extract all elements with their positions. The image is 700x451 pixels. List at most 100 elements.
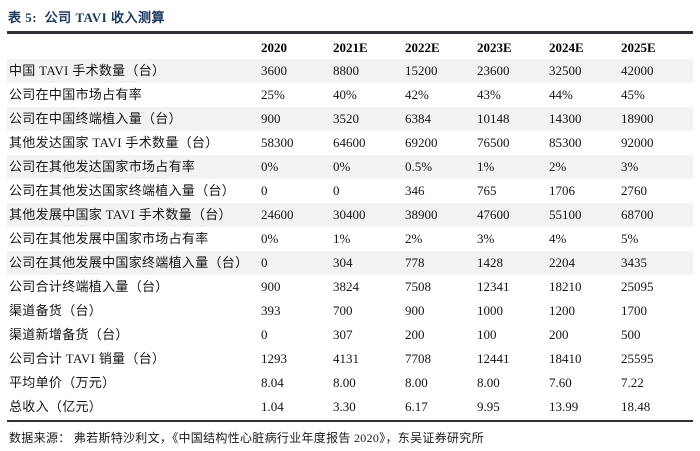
value-cell: 6.17 — [405, 399, 428, 414]
value-cell: 8.04 — [261, 375, 284, 390]
value-cell: 0 — [261, 255, 268, 270]
value-cell: 8800 — [333, 63, 359, 78]
header-year-cell: 2024E — [549, 40, 584, 55]
value-cell: 14300 — [549, 111, 582, 126]
value-cell: 3.30 — [333, 399, 356, 414]
value-cell: 200 — [549, 327, 569, 342]
header-year-cell: 2020 — [261, 40, 287, 55]
value-cell: 6384 — [405, 111, 431, 126]
row-label: 公司在其他发展中国家终端植入量（台） — [9, 255, 249, 270]
value-cell: 25% — [261, 87, 285, 102]
value-cell: 24600 — [261, 207, 294, 222]
row-label: 公司合计 TAVI 销量（台） — [9, 351, 166, 366]
table-row: 渠道新增备货（台） 0 307 200 100 200 500 — [7, 323, 693, 347]
value-cell: 7.60 — [549, 375, 572, 390]
table-row: 中国 TAVI 手术数量（台） 3600 8800 15200 23600 32500 42… — [7, 59, 693, 83]
value-cell: 2% — [549, 159, 567, 174]
table-row: 公司合计 TAVI 销量（台） 1293 4131 7708 12441 18410 255… — [7, 347, 693, 371]
value-cell: 346 — [405, 183, 425, 198]
value-cell: 64600 — [333, 135, 366, 150]
value-cell: 3435 — [621, 255, 647, 270]
table-row: 渠道备货（台） 393 700 900 1000 1200 1700 — [7, 299, 693, 323]
value-cell: 12341 — [477, 279, 510, 294]
value-cell: 8.00 — [333, 375, 356, 390]
value-cell: 18210 — [549, 279, 582, 294]
row-label: 其他发展中国家 TAVI 手术数量（台） — [9, 207, 232, 222]
table-row: 总收入（亿元） 1.04 3.30 6.17 9.95 13.99 18.48 — [7, 395, 693, 419]
value-cell: 1700 — [621, 303, 647, 318]
value-cell: 3824 — [333, 279, 359, 294]
tavi-revenue-table: 2020 2021E 2022E 2023E 2024E 2025E 中国 TAVI 手术… — [7, 36, 693, 419]
value-cell: 393 — [261, 303, 281, 318]
header-label-cell — [7, 36, 261, 59]
table-row: 公司在其他发展中国家终端植入量（台） 0 304 778 1428 2204 3435 — [7, 251, 693, 275]
value-cell: 500 — [621, 327, 641, 342]
value-cell: 43% — [477, 87, 501, 102]
value-cell: 4% — [549, 231, 567, 246]
value-cell: 23600 — [477, 63, 510, 78]
value-cell: 69200 — [405, 135, 438, 150]
value-cell: 15200 — [405, 63, 438, 78]
value-cell: 0% — [261, 231, 279, 246]
value-cell: 0 — [261, 183, 268, 198]
row-label: 渠道备货（台） — [9, 303, 103, 318]
source-note: 数据来源： 弗若斯特沙利文，《中国结构性心脏病行业年度报告 2020》，东吴证券… — [9, 431, 484, 445]
value-cell: 307 — [333, 327, 353, 342]
value-cell: 1% — [333, 231, 351, 246]
value-cell: 44% — [549, 87, 573, 102]
value-cell: 900 — [261, 111, 281, 126]
value-cell: 58300 — [261, 135, 294, 150]
value-cell: 3600 — [261, 63, 287, 78]
row-label: 公司在中国市场占有率 — [9, 87, 143, 102]
table-row: 公司在其他发展中国家市场占有率 0% 1% 2% 3% 4% 5% — [7, 227, 693, 251]
value-cell: 0 — [261, 327, 268, 342]
value-cell: 200 — [405, 327, 425, 342]
value-cell: 900 — [261, 279, 281, 294]
value-cell: 9.95 — [477, 399, 500, 414]
table-row: 平均单价（万元） 8.04 8.00 8.00 8.00 7.60 7.22 — [7, 371, 693, 395]
value-cell: 55100 — [549, 207, 582, 222]
row-label: 公司合计终端植入量（台） — [9, 279, 169, 294]
value-cell: 1200 — [549, 303, 575, 318]
value-cell: 7.22 — [621, 375, 644, 390]
value-cell: 304 — [333, 255, 353, 270]
value-cell: 2% — [405, 231, 423, 246]
row-label: 中国 TAVI 手术数量（台） — [9, 63, 166, 78]
table-row: 公司在其他发达国家终端植入量（台） 0 0 346 765 1706 2760 — [7, 179, 693, 203]
value-cell: 0% — [261, 159, 279, 174]
row-label: 公司在其他发展中国家市场占有率 — [9, 231, 209, 246]
table-row: 公司在其他发达国家市场占有率 0% 0% 0.5% 1% 2% 3% — [7, 155, 693, 179]
value-cell: 8.00 — [477, 375, 500, 390]
value-cell: 45% — [621, 87, 645, 102]
value-cell: 5% — [621, 231, 639, 246]
table-header: 2020 2021E 2022E 2023E 2024E 2025E — [7, 36, 693, 59]
value-cell: 47600 — [477, 207, 510, 222]
value-cell: 1293 — [261, 351, 287, 366]
value-cell: 765 — [477, 183, 497, 198]
value-cell: 1.04 — [261, 399, 284, 414]
value-cell: 4131 — [333, 351, 359, 366]
value-cell: 2760 — [621, 183, 647, 198]
value-cell: 18900 — [621, 111, 654, 126]
row-label: 渠道新增备货（台） — [9, 327, 129, 342]
table-body: 中国 TAVI 手术数量（台） 3600 8800 15200 23600 32500 42… — [7, 59, 693, 419]
header-row: 2020 2021E 2022E 2023E 2024E 2025E — [7, 36, 693, 59]
header-year-cell: 2022E — [405, 40, 440, 55]
table-row: 其他发达国家 TAVI 手术数量（台） 58300 64600 69200 76500 8… — [7, 131, 693, 155]
value-cell: 92000 — [621, 135, 654, 150]
value-cell: 38900 — [405, 207, 438, 222]
table-row: 其他发展中国家 TAVI 手术数量（台） 24600 30400 38900 47600… — [7, 203, 693, 227]
value-cell: 30400 — [333, 207, 366, 222]
value-cell: 8.00 — [405, 375, 428, 390]
row-label: 平均单价（万元） — [9, 375, 116, 390]
value-cell: 10148 — [477, 111, 510, 126]
row-label: 其他发达国家 TAVI 手术数量（台） — [9, 135, 219, 150]
header-year-cell: 2025E — [621, 40, 656, 55]
value-cell: 0% — [333, 159, 351, 174]
row-label: 公司在中国终端植入量（台） — [9, 111, 182, 126]
title-rule — [7, 31, 693, 34]
value-cell: 7508 — [405, 279, 431, 294]
value-cell: 3% — [477, 231, 495, 246]
value-cell: 0 — [333, 183, 340, 198]
